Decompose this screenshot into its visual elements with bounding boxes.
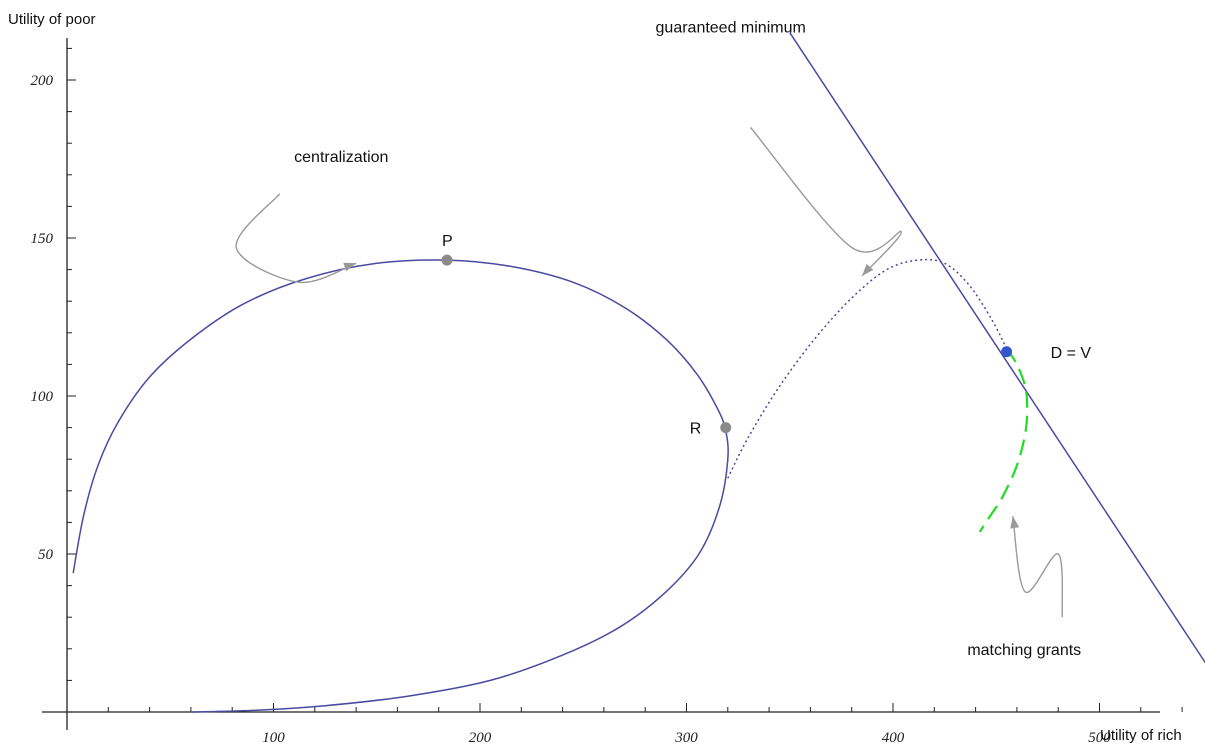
series xyxy=(72,32,1205,713)
x-tick-label: 100 xyxy=(262,730,285,746)
tangent-line xyxy=(789,32,1205,664)
annotation-arrowhead xyxy=(1010,516,1020,529)
labels: centralization guaranteed minimum matching… xyxy=(294,20,1091,660)
annotation-arrow xyxy=(1012,515,1064,618)
point-label: P xyxy=(442,233,453,250)
annotation-arrowhead xyxy=(862,263,874,276)
y-tick-label: 100 xyxy=(31,389,54,405)
x-tick-label: 500 xyxy=(1088,730,1111,746)
y-axis-label: Utility of poor xyxy=(8,11,96,28)
x-tick-label: 200 xyxy=(469,730,492,746)
axes xyxy=(42,38,1160,730)
annotation-label: matching grants xyxy=(967,642,1081,659)
y-tick-label: 150 xyxy=(31,231,54,247)
annotation-arrow xyxy=(235,193,357,283)
annotation-arrowhead xyxy=(343,262,357,272)
x-axis-label: Utility of rich xyxy=(1100,727,1182,744)
point-r xyxy=(720,422,732,434)
annotation-label: centralization xyxy=(294,149,388,166)
ticks: 100 200 300 400 500 50 100 150 200 xyxy=(31,47,1183,746)
x-tick-label: 400 xyxy=(882,730,905,746)
annotation-arrow xyxy=(749,126,903,277)
point-d-v xyxy=(1001,346,1013,358)
point-label: D = V xyxy=(1051,345,1092,362)
guaranteed-minimum-curve xyxy=(727,258,1008,479)
point-p xyxy=(441,254,453,266)
annotation-label: guaranteed minimum xyxy=(656,20,806,37)
centralization-frontier xyxy=(72,259,729,713)
x-tick-label: 300 xyxy=(674,730,698,746)
annotation-arrows xyxy=(235,126,1064,618)
y-tick-label: 50 xyxy=(38,547,54,563)
matching-grants-curve xyxy=(978,347,1029,533)
y-tick-label: 200 xyxy=(31,73,54,89)
point-label: R xyxy=(690,421,702,438)
points xyxy=(441,254,1013,434)
